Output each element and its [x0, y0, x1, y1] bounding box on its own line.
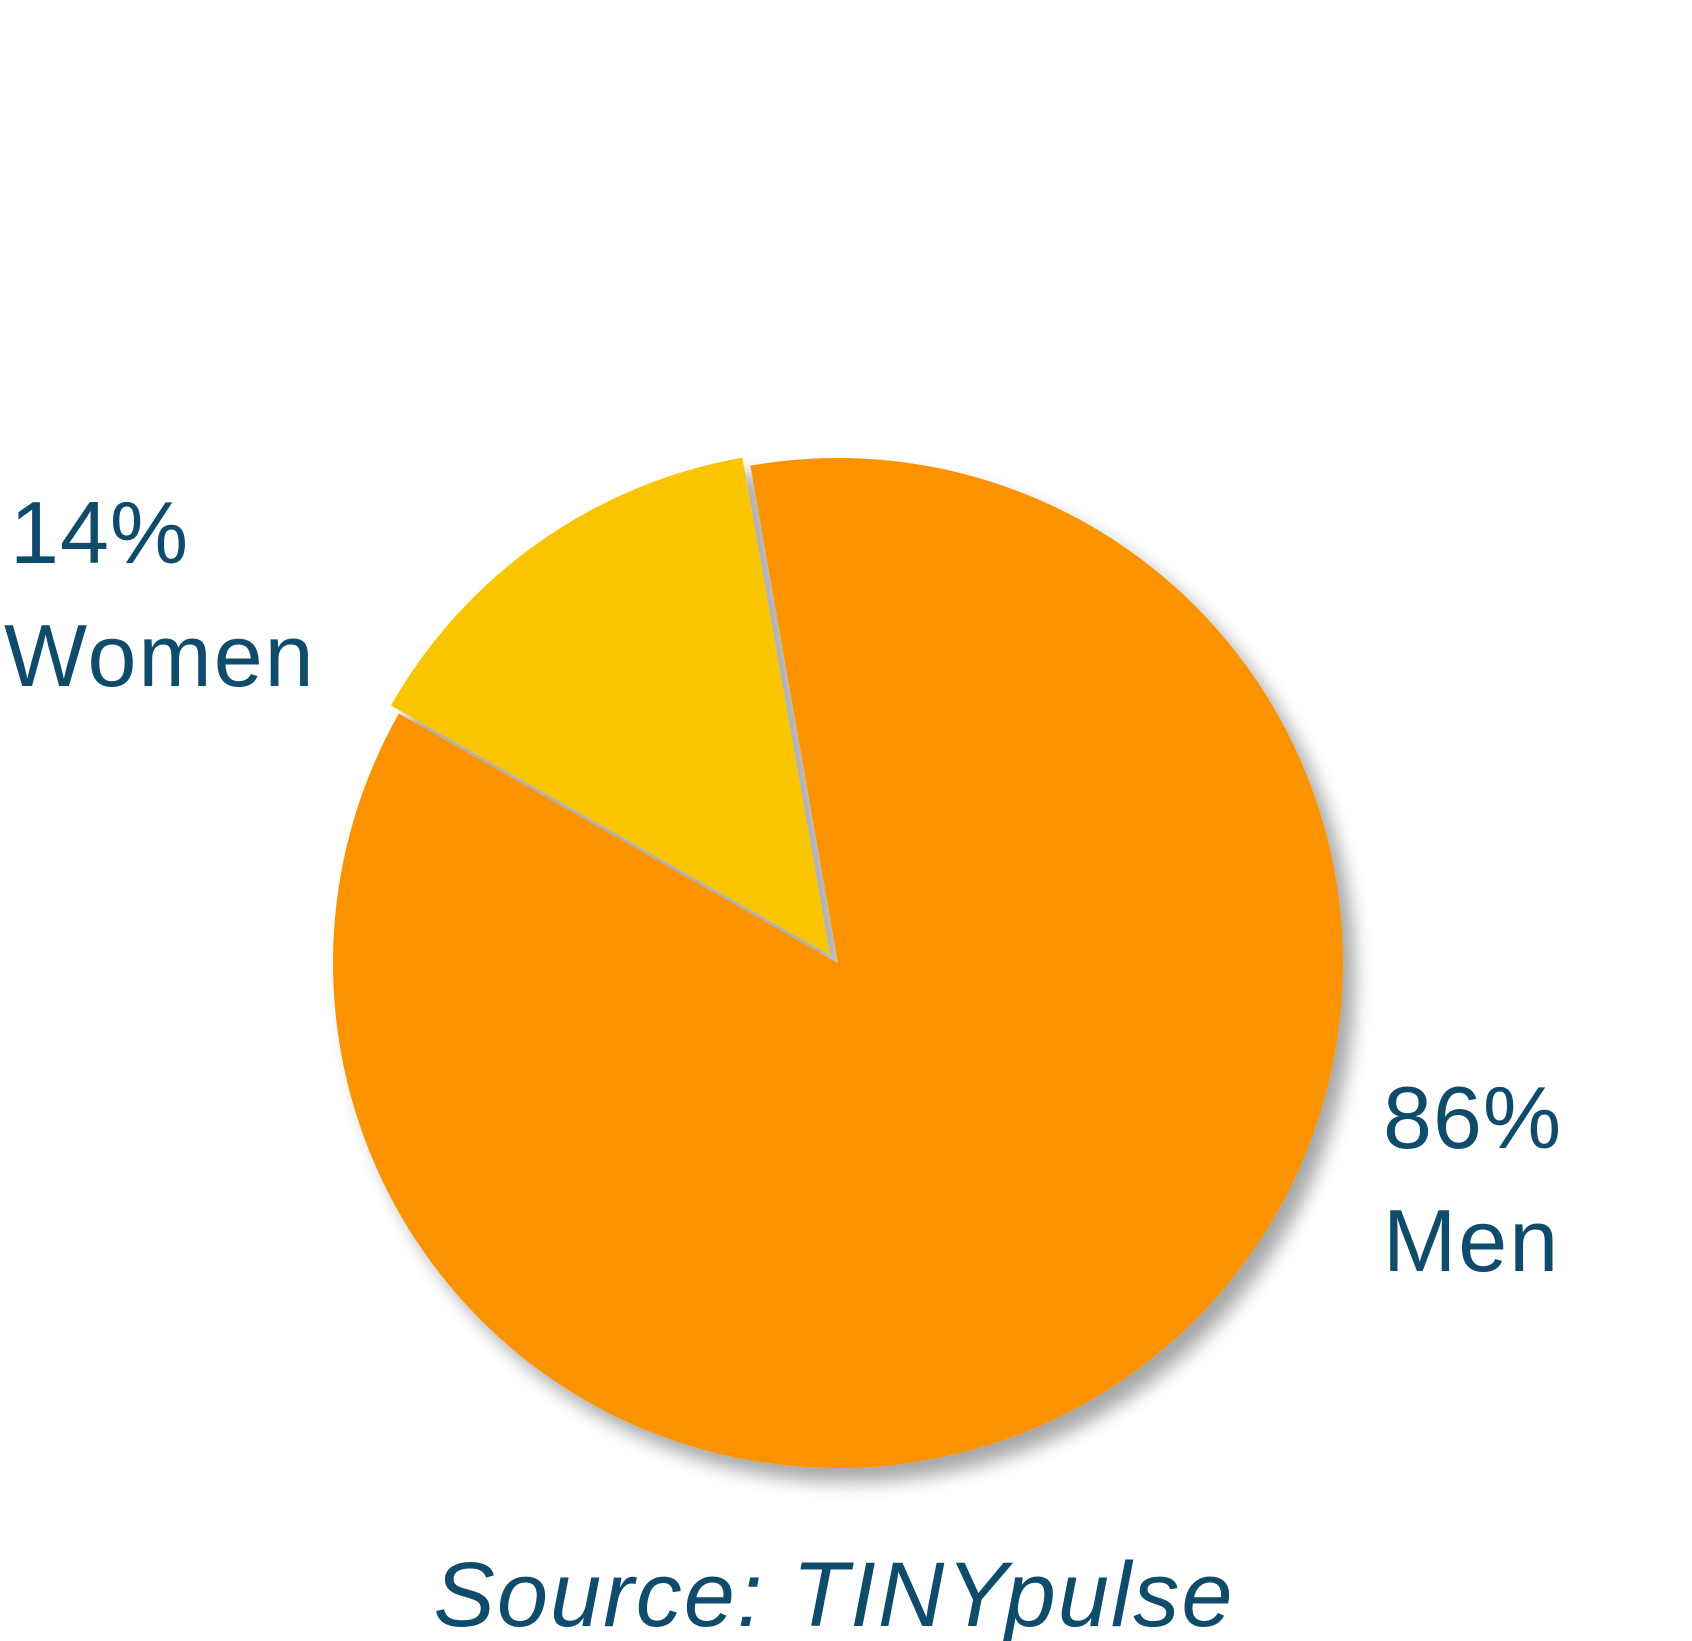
- men-category-label: Men: [1383, 1191, 1560, 1290]
- men-slice: [332, 458, 1343, 1468]
- women-value-label: 14%: [10, 483, 189, 582]
- pie-slices: [332, 457, 1343, 1468]
- women-category-label: Women: [4, 606, 316, 705]
- men-value-label: 86%: [1383, 1068, 1562, 1167]
- women-slice: [390, 457, 830, 955]
- source-caption: Source: TINYpulse: [433, 1544, 1234, 1641]
